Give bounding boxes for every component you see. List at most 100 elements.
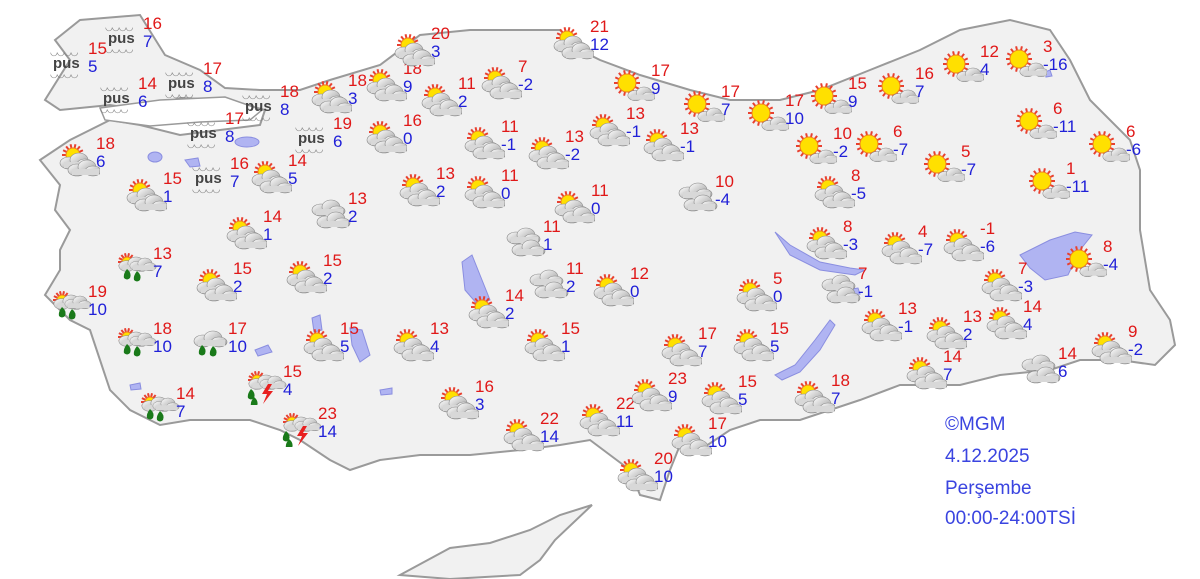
min-temp: 2 <box>436 182 446 201</box>
max-temp: 12 <box>980 42 999 61</box>
fog-label: pus <box>53 55 80 72</box>
max-temp: 17 <box>708 414 727 433</box>
partly-cloudy-icon <box>700 381 744 415</box>
partly-cloudy-icon <box>670 423 714 457</box>
partly-cloudy-icon <box>1090 331 1134 365</box>
weather-station: 23 14 <box>280 405 350 457</box>
lake-beysehir <box>349 327 371 363</box>
max-temp: 6 <box>1126 122 1136 141</box>
max-temp: 17 <box>651 61 670 80</box>
lake-manyas <box>184 157 201 168</box>
weather-station: ◡◡◡◡ pus ◡◡◡◡ 14 6 <box>100 75 170 127</box>
max-temp: 13 <box>348 189 367 208</box>
min-temp: 0 <box>773 287 783 306</box>
lake-burdur <box>254 344 273 357</box>
max-temp: 14 <box>505 286 524 305</box>
partly-cloudy-icon <box>660 333 704 367</box>
partly-cloudy-icon <box>552 26 596 60</box>
weather-station: -1 -6 <box>942 220 1012 272</box>
min-temp: 5 <box>770 337 780 356</box>
min-temp: 12 <box>590 35 609 54</box>
max-temp: 10 <box>833 124 852 143</box>
sunny-icon <box>1015 108 1059 142</box>
ataturk-dam <box>774 319 836 381</box>
weather-station: 17 9 <box>613 62 683 114</box>
fog-icon: ◡◡◡◡ pus ◡◡◡◡ <box>187 118 229 152</box>
weather-station: 15 2 <box>285 252 355 304</box>
min-temp: -11 <box>1053 117 1077 136</box>
partly-cloudy-icon <box>925 316 969 350</box>
sunny-icon <box>1005 46 1049 80</box>
min-temp: -2 <box>1128 340 1144 359</box>
weather-station: 11 0 <box>553 182 623 234</box>
min-temp: -7 <box>893 140 909 159</box>
max-temp: 18 <box>831 371 850 390</box>
rain-icon <box>190 328 232 362</box>
max-temp: 23 <box>668 369 687 388</box>
max-temp: 23 <box>318 404 337 423</box>
weather-station: 8 -4 <box>1065 238 1135 290</box>
max-temp: 15 <box>163 169 182 188</box>
max-temp: 16 <box>230 154 249 173</box>
partly-cloudy-icon <box>250 160 294 194</box>
min-temp: 14 <box>318 422 337 441</box>
credit-source: ©MGM <box>945 414 1006 435</box>
min-temp: 3 <box>475 395 485 414</box>
weather-station: ◡◡◡◡ pus ◡◡◡◡ 17 8 <box>187 110 257 162</box>
lake-uluabat <box>147 151 163 163</box>
weather-station: 16 3 <box>437 378 507 430</box>
fog-label: pus <box>298 130 325 147</box>
max-temp: 14 <box>943 347 962 366</box>
weather-station: 7 -3 <box>980 260 1050 312</box>
fog-icon: ◡◡◡◡ pus ◡◡◡◡ <box>242 91 284 125</box>
weather-station: 22 11 <box>578 395 648 447</box>
max-temp: 11 <box>501 166 519 185</box>
max-temp: 20 <box>654 449 673 468</box>
sunny-icon <box>1028 168 1072 202</box>
min-temp: 2 <box>348 207 358 226</box>
max-temp: 18 <box>153 319 172 338</box>
weather-station: 16 0 <box>365 112 435 164</box>
max-temp: 15 <box>233 259 252 278</box>
max-temp: 13 <box>898 299 917 318</box>
keban-dam <box>774 231 867 276</box>
min-temp: -7 <box>961 160 977 179</box>
max-temp: 17 <box>225 109 244 128</box>
weather-station: 23 9 <box>630 370 700 422</box>
max-temp: 14 <box>176 384 195 403</box>
lake-aksehir <box>379 387 393 396</box>
sunny-icon <box>747 100 791 134</box>
rain-showers-icon <box>50 291 92 325</box>
partly-cloudy-icon <box>302 328 346 362</box>
weather-station: 16 7 <box>877 65 947 117</box>
weather-station: 15 9 <box>810 75 880 127</box>
weather-station: 17 10 <box>670 415 740 467</box>
cyprus <box>396 504 593 579</box>
min-temp: 0 <box>403 129 413 148</box>
weather-station: 11 2 <box>528 260 598 312</box>
partly-cloudy-icon <box>735 278 779 312</box>
min-temp: 0 <box>591 199 601 218</box>
max-temp: 15 <box>561 319 580 338</box>
weather-station: 6 -7 <box>855 123 925 175</box>
weather-station: 10 -4 <box>677 173 747 225</box>
max-temp: 15 <box>738 372 757 391</box>
sunny-icon <box>683 91 727 125</box>
partly-cloudy-icon <box>398 173 442 207</box>
sunny-icon <box>613 70 657 104</box>
min-temp: 8 <box>280 100 290 119</box>
partly-cloudy-icon <box>463 175 507 209</box>
sunny-icon <box>923 151 967 185</box>
weather-station: 11 -1 <box>463 118 533 170</box>
fog-icon: ◡◡◡◡ pus ◡◡◡◡ <box>165 68 207 102</box>
rain-showers-icon <box>138 393 180 427</box>
weather-station: 14 7 <box>138 385 208 437</box>
min-temp: 4 <box>430 337 440 356</box>
weather-station: 10 -2 <box>795 125 865 177</box>
weather-station: 17 10 <box>747 92 817 144</box>
turkey-land <box>38 13 1177 502</box>
max-temp: 15 <box>88 39 107 58</box>
min-temp: 5 <box>88 57 98 76</box>
max-temp: 14 <box>1058 344 1077 363</box>
